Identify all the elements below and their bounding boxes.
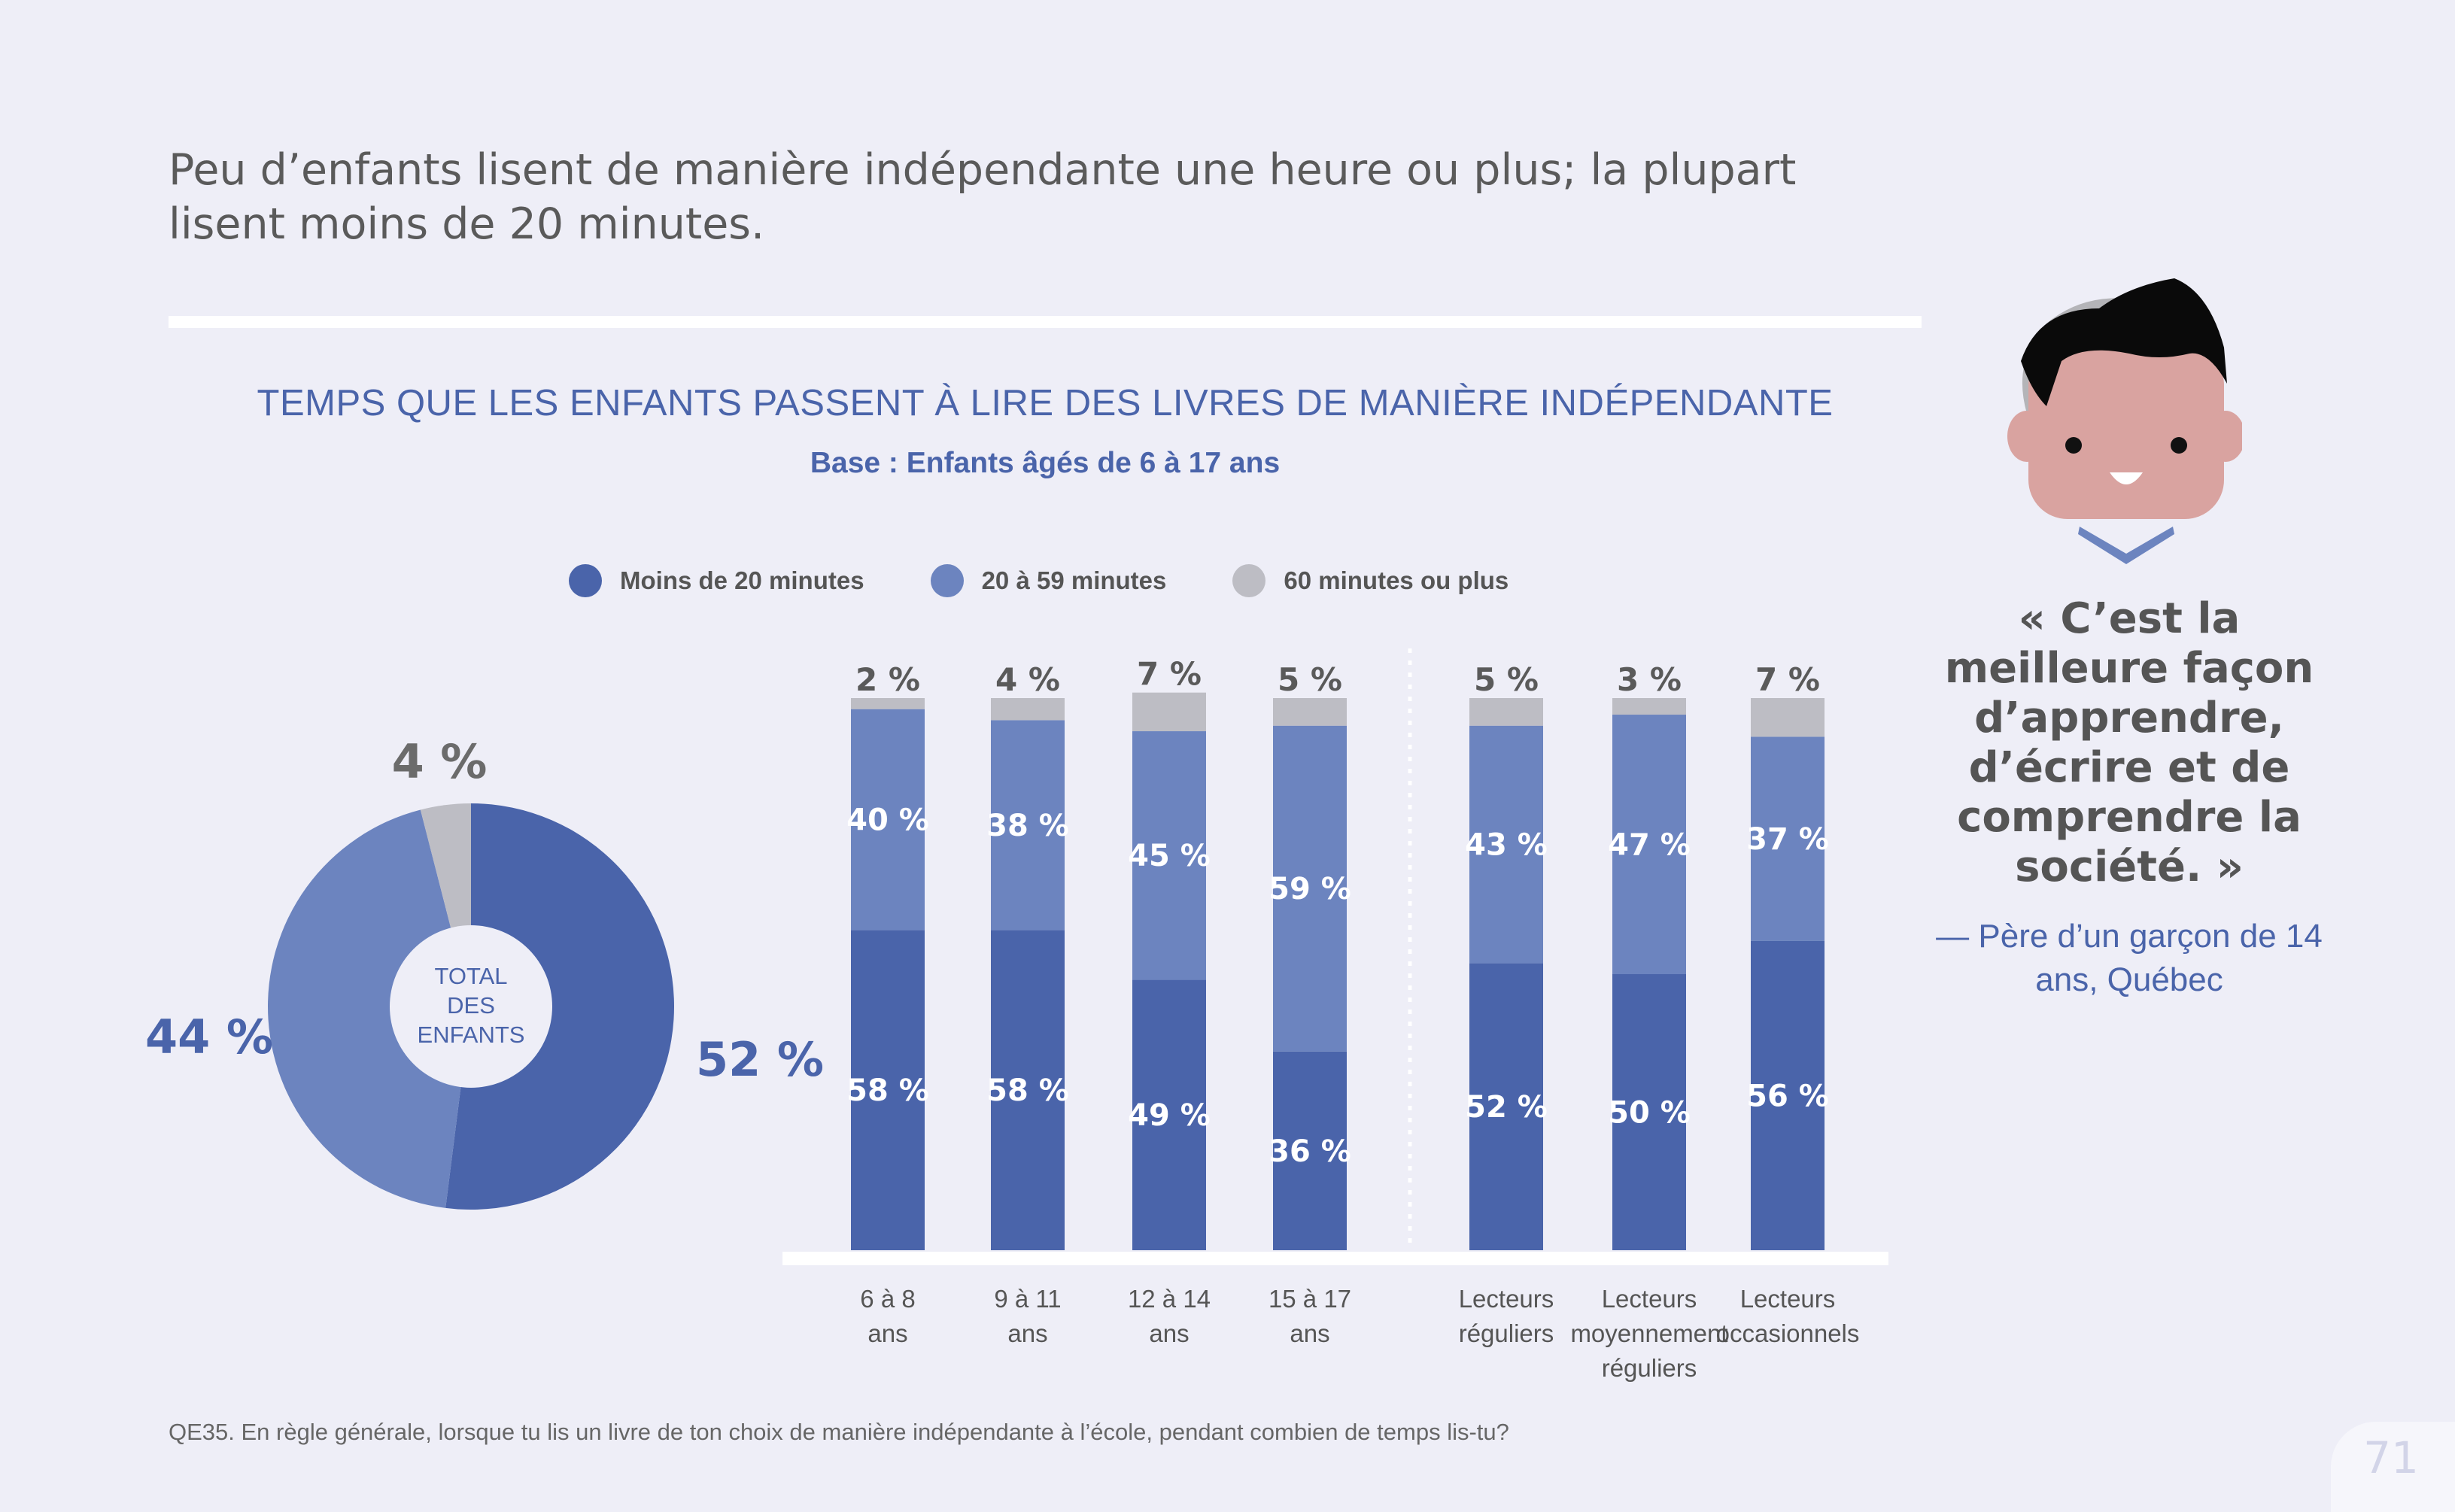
quote: « C’est la meilleure façon d’apprendre, … (1944, 594, 2314, 891)
pie-slice-label: 4 % (392, 734, 488, 789)
bar-segment (1612, 715, 1686, 974)
headline: Peu d’enfants lisent de manière indépend… (169, 145, 1797, 249)
bar-segment (991, 930, 1065, 1250)
bar-value-label: 50 % (1608, 1096, 1691, 1131)
category-label: Lecteurs (1602, 1285, 1697, 1313)
category-label: ans (1007, 1319, 1047, 1347)
bar-top-label: 7 % (1137, 656, 1202, 693)
legend-item-under-20: Moins de 20 minutes (569, 564, 864, 597)
category-label: 15 à 17 (1269, 1285, 1351, 1313)
bar-value-label: 45 % (1128, 839, 1211, 873)
hair (2021, 278, 2227, 406)
legend-label: 20 à 59 minutes (981, 566, 1167, 594)
bar-segment (991, 698, 1065, 721)
pie-slice-label: 44 % (145, 1010, 273, 1064)
bar-value-label: 40 % (846, 803, 929, 837)
page-number: 71 (2363, 1432, 2419, 1483)
bar-segment (1469, 698, 1543, 726)
bar-segment (851, 698, 925, 709)
category-label: ans (867, 1319, 907, 1347)
category-label: ans (1149, 1319, 1189, 1347)
category-label: Lecteurs (1459, 1285, 1554, 1313)
collar (2078, 527, 2174, 564)
boy-avatar-icon (2007, 278, 2242, 564)
bar-segment (1751, 736, 1825, 941)
category-label: moyennement (1570, 1319, 1727, 1347)
legend-label: Moins de 20 minutes (620, 566, 864, 594)
bar-top-label: 4 % (995, 661, 1060, 698)
bar-value-label: 58 % (846, 1073, 929, 1108)
bar-segment (1751, 940, 1825, 1250)
legend-dot-60-plus (1232, 564, 1266, 597)
bar-segment (1132, 692, 1206, 732)
category-label: occasionnels (1716, 1319, 1860, 1347)
footnote: QE35. En règle générale, lorsque tu lis … (169, 1419, 1509, 1445)
donut-hole (390, 925, 552, 1088)
legend-item-60-plus: 60 minutes ou plus (1232, 564, 1509, 597)
bar-segment (1751, 698, 1825, 737)
bar-value-label: 36 % (1269, 1134, 1351, 1169)
category-label: réguliers (1602, 1354, 1697, 1382)
pie-slice-label: 52 % (696, 1032, 824, 1087)
right-eye (2171, 437, 2187, 454)
right-ear (2206, 411, 2242, 462)
legend-item-20-59: 20 à 59 minutes (930, 564, 1167, 597)
smile (2110, 472, 2143, 484)
category-label: 9 à 11 (994, 1285, 1061, 1313)
donut-center-label: ENFANTS (418, 1022, 525, 1048)
bar-value-label: 56 % (1746, 1079, 1829, 1113)
legend-dot-20-59 (930, 564, 964, 597)
pie-slice (445, 803, 675, 1210)
bar-value-label: 58 % (986, 1073, 1069, 1108)
chart-subtitle: Base : Enfants âgés de 6 à 17 ans (810, 447, 1281, 479)
chart-title: TEMPS QUE LES ENFANTS PASSENT À LIRE DES… (257, 383, 1834, 424)
bar-top-label: 2 % (855, 661, 920, 698)
pie-slice (268, 809, 471, 1208)
category-label: 6 à 8 (860, 1285, 915, 1313)
bar-value-label: 37 % (1746, 822, 1829, 857)
bar-segment (851, 709, 925, 931)
bar-baseline (782, 1252, 1888, 1265)
bar-top-label: 5 % (1278, 661, 1342, 698)
bar-top-label: 3 % (1617, 661, 1682, 698)
category-label: Lecteurs (1740, 1285, 1836, 1313)
reading-time-chart: 52 % 44 % 4 % TOTAL DES ENFANTS 58 % 40 % 2 % 6 à… (145, 648, 1888, 1382)
category-label: 12 à 14 (1128, 1285, 1211, 1313)
category-label: réguliers (1459, 1319, 1554, 1347)
bar-segment (991, 720, 1065, 931)
bar-segment (1612, 698, 1686, 715)
bar-top-label: 7 % (1755, 661, 1820, 698)
chart-legend: Moins de 20 minutes 20 à 59 minutes 60 m… (569, 558, 1575, 603)
face (2028, 346, 2224, 519)
bar-segment (851, 930, 925, 1250)
left-eye (2065, 437, 2082, 454)
quote-attribution: — Père d’un garçon de 14 ans, Québec (1936, 918, 2323, 998)
donut-center-label: TOTAL (434, 963, 507, 989)
legend-label: 60 minutes ou plus (1284, 566, 1509, 594)
bar-segment (1273, 698, 1347, 726)
bar-segment (1273, 725, 1347, 1052)
bar-segment (1612, 974, 1686, 1250)
bar-value-label: 38 % (986, 809, 1069, 843)
bar-segment (1132, 979, 1206, 1250)
bar-value-label: 43 % (1465, 828, 1548, 863)
bar-top-label: 5 % (1474, 661, 1539, 698)
bar-segment (1469, 963, 1543, 1250)
title-divider (169, 316, 1922, 328)
bar-segment (1132, 731, 1206, 980)
left-ear (2007, 411, 2046, 462)
bar-segment (1273, 1051, 1347, 1250)
bar-value-label: 49 % (1128, 1098, 1211, 1133)
bar-value-label: 47 % (1608, 828, 1691, 863)
donut-center-label: DES (447, 992, 495, 1019)
category-label: ans (1290, 1319, 1329, 1347)
bar-value-label: 59 % (1269, 872, 1351, 906)
bar-segment (1469, 725, 1543, 964)
legend-dot-under-20 (569, 564, 602, 597)
bar-value-label: 52 % (1465, 1090, 1548, 1125)
